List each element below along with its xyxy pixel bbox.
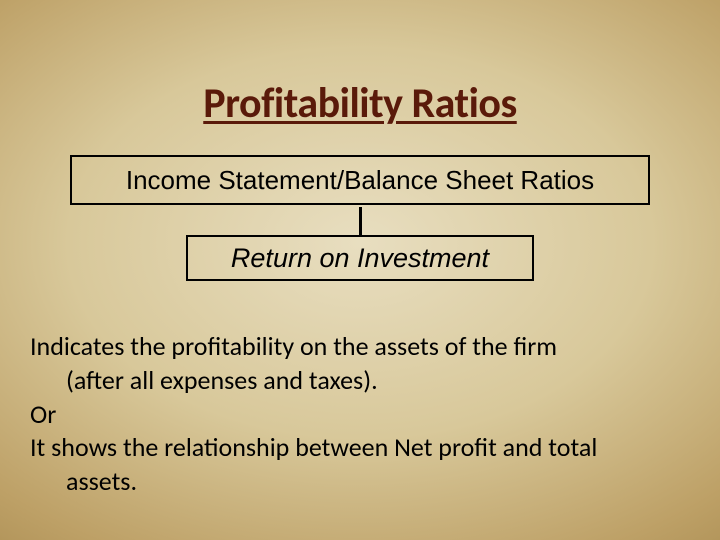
ratio-box: Return on Investment xyxy=(186,235,534,281)
connector-line xyxy=(359,207,362,235)
body-line-5: assets. xyxy=(66,465,690,499)
category-box: Income Statement/Balance Sheet Ratios xyxy=(70,155,650,205)
category-box-label: Income Statement/Balance Sheet Ratios xyxy=(126,165,594,196)
body-line-4: It shows the relationship between Net pr… xyxy=(30,431,690,465)
body-line-1: Indicates the profitability on the asset… xyxy=(30,330,690,364)
ratio-box-label: Return on Investment xyxy=(231,243,489,274)
body-text: Indicates the profitability on the asset… xyxy=(30,330,690,499)
slide-title: Profitability Ratios xyxy=(0,78,720,129)
body-line-2: (after all expenses and taxes). xyxy=(66,364,690,398)
body-line-3: Or xyxy=(30,398,690,432)
